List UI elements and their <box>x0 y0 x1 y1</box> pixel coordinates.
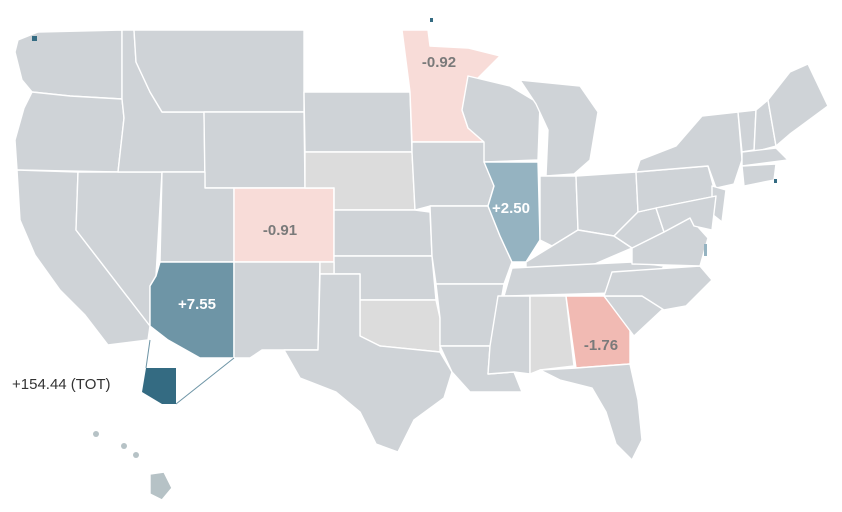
marker-maine-coast <box>774 179 777 183</box>
state-illinois[interactable] <box>483 161 541 263</box>
marker-minnesota-area <box>430 18 433 22</box>
callout-line-2 <box>175 357 235 405</box>
state-washington[interactable] <box>14 29 123 100</box>
state-michigan[interactable] <box>519 79 599 177</box>
label-georgia: -1.76 <box>584 337 618 354</box>
callout-line-1 <box>145 339 151 369</box>
state-maryland[interactable] <box>655 195 717 233</box>
state-iowa[interactable] <box>411 141 495 211</box>
label-minnesota: -0.92 <box>422 54 456 71</box>
state-massachusetts[interactable] <box>741 147 789 167</box>
state-maine[interactable] <box>767 63 829 147</box>
state-north-carolina[interactable] <box>603 265 713 311</box>
inset-arizona-total[interactable] <box>142 368 176 404</box>
label-colorado: -0.91 <box>263 222 297 239</box>
hawaii-island-small-1 <box>93 431 99 437</box>
state-wyoming[interactable] <box>203 111 306 189</box>
label-illinois: +2.50 <box>492 200 530 217</box>
state-oregon[interactable] <box>14 91 125 173</box>
marker-washington-area <box>32 36 37 41</box>
state-alabama[interactable] <box>529 295 575 375</box>
state-montana[interactable] <box>133 29 305 113</box>
state-north-dakota[interactable] <box>303 91 413 153</box>
hawaii-island-small-3 <box>133 452 139 458</box>
label-arizona: +7.55 <box>178 296 216 313</box>
hawaii-island-small-2 <box>121 443 127 449</box>
state-connecticut[interactable] <box>741 163 777 187</box>
state-georgia[interactable] <box>565 295 631 369</box>
callout-total-label: +154.44 (TOT) <box>12 376 111 393</box>
state-florida[interactable] <box>539 363 643 461</box>
state-new-mexico[interactable] <box>233 261 321 359</box>
state-new-york[interactable] <box>635 111 743 189</box>
state-texas[interactable] <box>283 273 453 453</box>
marker-virginia-coast <box>704 244 707 256</box>
state-vermont[interactable] <box>737 109 757 153</box>
state-hawaii[interactable] <box>149 471 173 501</box>
